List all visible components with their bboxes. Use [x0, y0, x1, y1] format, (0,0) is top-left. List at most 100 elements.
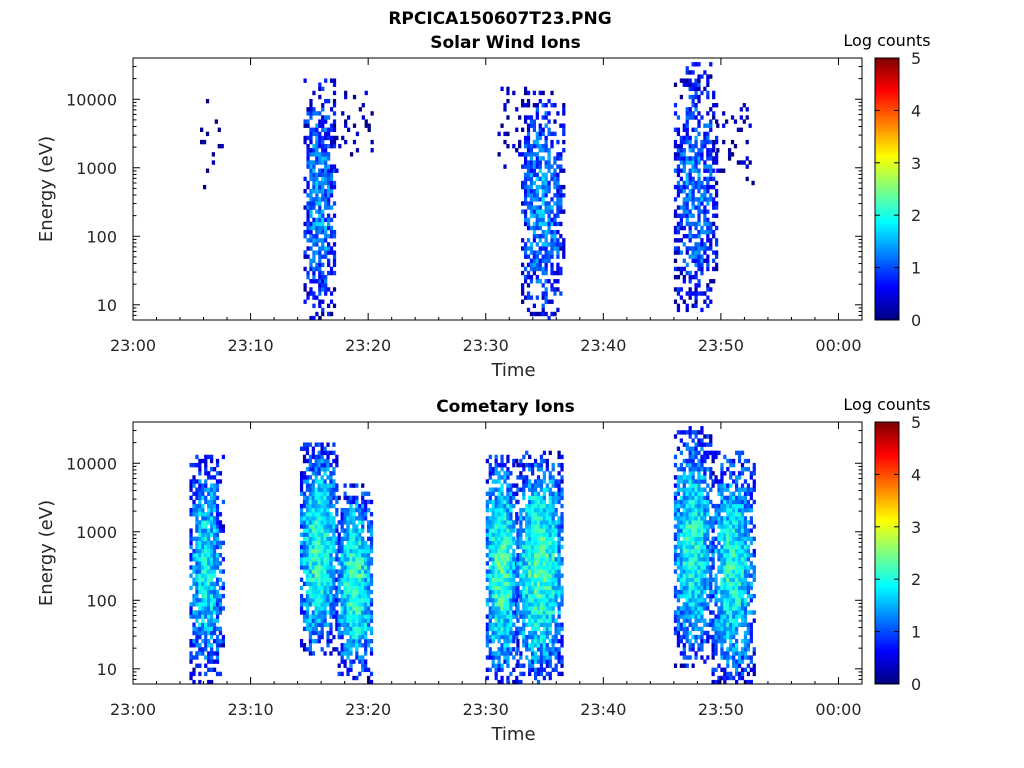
heatmap-cell [691, 532, 695, 537]
heatmap-cell [703, 135, 707, 141]
heatmap-cell [691, 98, 695, 104]
heatmap-cell [694, 610, 698, 615]
heatmap-cell [706, 209, 710, 214]
heatmap-cell [709, 434, 713, 439]
heatmap-cell [547, 160, 551, 165]
heatmap-cell [207, 561, 211, 566]
heatmap-cell [302, 495, 307, 501]
heatmap-cell [321, 197, 325, 202]
heatmap-cell [556, 270, 560, 276]
heatmap-cell [329, 299, 334, 304]
heatmap-cell [554, 626, 558, 632]
heatmap-cell [207, 487, 211, 492]
heatmap-cell [714, 507, 718, 513]
heatmap-cell [366, 626, 371, 632]
heatmap-cell [521, 103, 525, 108]
heatmap-cell [522, 491, 526, 496]
heatmap-cell [192, 503, 196, 509]
heatmap-cell [326, 544, 330, 550]
heatmap-cell [352, 94, 357, 100]
heatmap-cell [745, 115, 749, 120]
heatmap-cell [500, 618, 504, 623]
heatmap-cell [500, 544, 504, 550]
heatmap-cell [536, 585, 541, 591]
heatmap-cell [192, 630, 196, 636]
heatmap-cell [308, 462, 313, 468]
heatmap-cell [735, 450, 739, 456]
heatmap-cell [516, 516, 520, 521]
heatmap-cell [531, 520, 535, 525]
heatmap-cell [535, 254, 539, 259]
heatmap-cell [533, 553, 538, 558]
heatmap-cell [714, 454, 718, 460]
heatmap-cell [212, 630, 217, 636]
heatmap-cell [204, 528, 208, 533]
heatmap-cell [506, 487, 510, 492]
heatmap-cell [326, 630, 330, 636]
heatmap-cell [320, 483, 324, 488]
heatmap-cell [551, 602, 555, 607]
heatmap-cell [685, 246, 689, 251]
heatmap-cell [673, 103, 678, 108]
heatmap-cell [324, 217, 328, 223]
heatmap-cell [688, 499, 692, 505]
heatmap-cell [204, 520, 208, 525]
heatmap-cell [361, 659, 365, 664]
heatmap-cell [729, 536, 733, 542]
heatmap-cell [497, 524, 501, 529]
heatmap-cell [544, 176, 548, 182]
heatmap-cell [321, 221, 325, 227]
heatmap-cell [551, 483, 555, 488]
heatmap-cell [327, 201, 331, 206]
heatmap-cell [676, 528, 681, 533]
heatmap-cell [506, 598, 510, 603]
heatmap-cell [700, 475, 704, 480]
heatmap-cell [327, 197, 331, 202]
heatmap-cell [694, 622, 698, 627]
heatmap-cell [551, 610, 555, 615]
heatmap-cell [523, 119, 528, 124]
heatmap-cell [554, 569, 558, 574]
heatmap-cell [697, 98, 701, 104]
heatmap-cell [697, 483, 701, 488]
heatmap-cell [309, 98, 313, 104]
heatmap-cell [192, 679, 196, 684]
heatmap-cell [548, 536, 552, 542]
heatmap-cell [545, 663, 549, 668]
heatmap-cell [329, 651, 333, 656]
heatmap-cell [320, 561, 324, 566]
heatmap-cell [210, 589, 214, 595]
heatmap-cell [326, 573, 330, 578]
heatmap-cell [318, 238, 322, 243]
heatmap-cell [688, 581, 692, 587]
heatmap-cell [361, 589, 365, 595]
heatmap-cell [506, 651, 510, 656]
heatmap-cell [308, 618, 313, 623]
heatmap-cell [523, 250, 528, 255]
heatmap-cell [506, 618, 510, 623]
heatmap-cell [682, 258, 686, 263]
heatmap-cell [314, 442, 318, 447]
heatmap-cell [556, 213, 560, 218]
heatmap-cell [679, 557, 683, 562]
heatmap-cell [320, 606, 324, 611]
heatmap-cell [526, 307, 531, 313]
heatmap-cell [215, 659, 220, 664]
heatmap-cell [516, 626, 520, 632]
heatmap-cell [491, 553, 495, 558]
heatmap-cell [497, 462, 501, 468]
heatmap-cell [311, 573, 315, 578]
heatmap-cell [547, 221, 551, 227]
heatmap-cell [318, 274, 322, 280]
heatmap-cell [522, 606, 526, 611]
heatmap-cell [335, 557, 339, 562]
heatmap-cell [539, 548, 544, 554]
heatmap-cell [352, 569, 356, 574]
heatmap-cell [332, 610, 336, 615]
heatmap-cell [544, 242, 548, 247]
heatmap-cell [726, 512, 730, 517]
heatmap-cell [335, 647, 339, 652]
heatmap-cell [709, 475, 713, 480]
heatmap-cell [706, 78, 710, 83]
heatmap-cell [314, 544, 318, 550]
